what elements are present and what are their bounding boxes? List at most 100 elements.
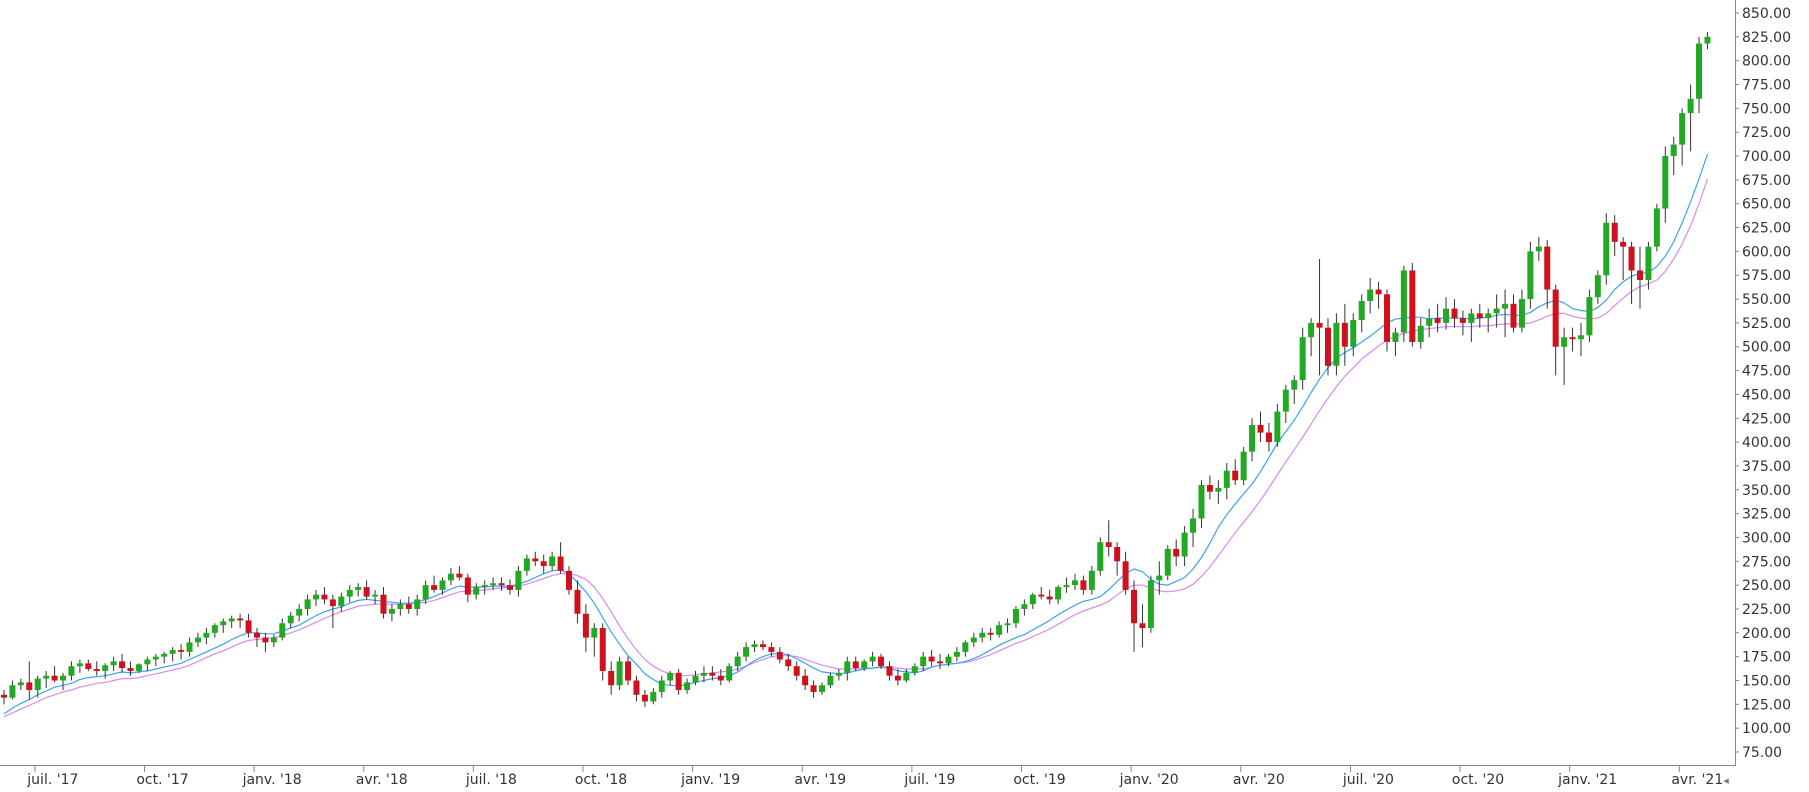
candle bbox=[1409, 262, 1416, 347]
candle-body-up bbox=[304, 599, 311, 609]
candle bbox=[1063, 577, 1070, 593]
candle bbox=[144, 656, 151, 671]
candle bbox=[1552, 284, 1559, 376]
y-tick-label: 750.00 bbox=[1742, 101, 1791, 117]
candle-body-down bbox=[987, 632, 994, 635]
candle bbox=[473, 583, 480, 600]
candle-body-up bbox=[1181, 532, 1188, 557]
candle-body-down bbox=[785, 659, 792, 667]
candle-body-down bbox=[329, 599, 336, 607]
candle bbox=[557, 542, 564, 574]
candle-body-down bbox=[1257, 424, 1264, 433]
candle bbox=[211, 623, 218, 638]
candle-body-up bbox=[616, 661, 623, 686]
candle-body-down bbox=[431, 585, 438, 590]
candle bbox=[1164, 545, 1171, 581]
candle-body-up bbox=[1443, 308, 1450, 323]
candle bbox=[313, 589, 320, 607]
candle bbox=[372, 589, 379, 605]
candle-body-up bbox=[481, 585, 488, 588]
candle-body-up bbox=[1147, 580, 1154, 629]
candle-body-up bbox=[1696, 43, 1703, 99]
candle bbox=[1265, 423, 1272, 452]
candle-body-up bbox=[1190, 518, 1197, 533]
y-tick-label: 325.00 bbox=[1742, 507, 1791, 523]
y-tick-label: 125.00 bbox=[1742, 697, 1791, 713]
candle bbox=[599, 623, 606, 681]
candle bbox=[667, 670, 674, 686]
candle bbox=[1105, 520, 1112, 557]
candle-body-up bbox=[135, 664, 142, 671]
candle-body-down bbox=[574, 589, 581, 614]
x-tick-label: janv. '18 bbox=[242, 772, 302, 788]
x-tick-label: oct. '18 bbox=[575, 772, 627, 788]
y-tick-label: 600.00 bbox=[1742, 244, 1791, 260]
candle-body-up bbox=[1485, 313, 1492, 319]
candle bbox=[894, 669, 901, 686]
candle bbox=[1257, 411, 1264, 443]
candle-body-down bbox=[85, 663, 92, 670]
candles-layer bbox=[1, 32, 1711, 708]
candle bbox=[1443, 297, 1450, 330]
candle-body-up bbox=[835, 672, 842, 676]
x-axis: juil. '17 oct. '17 janv. '18 avr. '18 juil. … bbox=[26, 766, 1723, 788]
candle bbox=[1367, 278, 1374, 314]
x-tick-label: avr. '19 bbox=[794, 772, 846, 788]
candle-body-up bbox=[911, 666, 918, 673]
candle bbox=[532, 551, 539, 567]
candle-body-down bbox=[768, 647, 775, 652]
candle-body-down bbox=[852, 661, 859, 669]
y-tick-label: 75.00 bbox=[1742, 745, 1782, 761]
y-tick-label: 100.00 bbox=[1742, 721, 1791, 737]
x-tick-label: oct. '17 bbox=[136, 772, 188, 788]
candle-body-down bbox=[1552, 289, 1559, 347]
candle bbox=[886, 661, 893, 681]
candle bbox=[945, 653, 952, 667]
candle-body-down bbox=[119, 661, 126, 669]
candle bbox=[928, 649, 935, 667]
candle bbox=[802, 669, 809, 691]
candle bbox=[1434, 303, 1441, 333]
candle bbox=[490, 577, 497, 590]
candle bbox=[1493, 294, 1500, 328]
candle-body-down bbox=[363, 587, 370, 597]
y-tick-label: 675.00 bbox=[1742, 173, 1791, 189]
candle bbox=[481, 580, 488, 595]
y-tick-label: 575.00 bbox=[1742, 268, 1791, 284]
y-tick-label: 400.00 bbox=[1742, 435, 1791, 451]
candle-body-down bbox=[127, 668, 134, 671]
candle-body-up bbox=[1687, 98, 1694, 114]
candle bbox=[1384, 289, 1391, 352]
candle bbox=[85, 659, 92, 671]
candle bbox=[709, 666, 716, 681]
scroll-right-marker[interactable]: ◂ bbox=[1723, 774, 1729, 787]
candle bbox=[1021, 599, 1028, 616]
candle-body-up bbox=[1055, 587, 1062, 600]
candle bbox=[1577, 322, 1584, 357]
candle bbox=[911, 663, 918, 676]
candle bbox=[1679, 108, 1686, 166]
candle-body-up bbox=[1502, 303, 1509, 309]
candle bbox=[439, 577, 446, 595]
candle-body-up bbox=[447, 573, 454, 581]
candle-body-up bbox=[60, 675, 67, 681]
candle-body-up bbox=[962, 642, 969, 652]
y-tick-label: 825.00 bbox=[1742, 30, 1791, 46]
candle-body-up bbox=[211, 625, 218, 633]
candle bbox=[819, 682, 826, 695]
candle-body-down bbox=[1409, 270, 1416, 342]
candle bbox=[1611, 215, 1618, 257]
candle bbox=[1358, 294, 1365, 333]
candle bbox=[1426, 308, 1433, 338]
candle-body-up bbox=[1308, 322, 1315, 338]
candle-body-down bbox=[1324, 327, 1331, 366]
candle-body-up bbox=[751, 644, 758, 648]
candle bbox=[51, 666, 58, 683]
candle-body-up bbox=[34, 678, 41, 691]
x-tick-label: oct. '20 bbox=[1452, 772, 1504, 788]
candle bbox=[743, 642, 750, 662]
candle-body-up bbox=[1333, 322, 1340, 366]
candle bbox=[793, 661, 800, 681]
candle-body-up bbox=[313, 594, 320, 600]
candle-body-up bbox=[270, 637, 277, 643]
